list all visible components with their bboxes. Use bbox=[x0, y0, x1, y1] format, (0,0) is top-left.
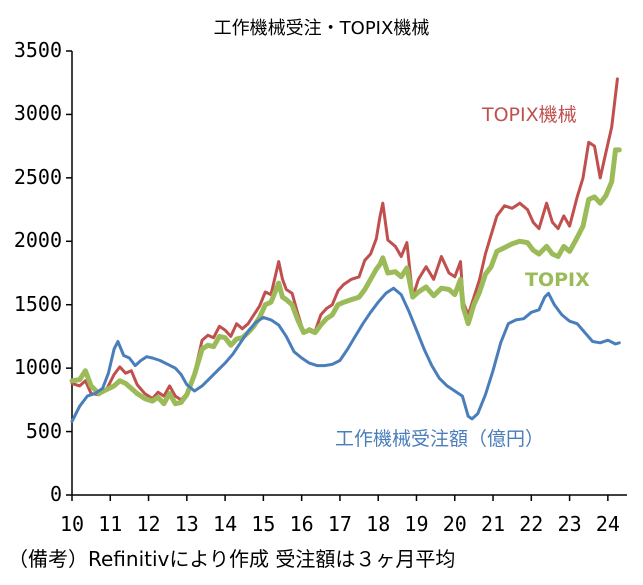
y-tick-label: 1000 bbox=[13, 355, 62, 380]
series-line-0 bbox=[70, 77, 619, 402]
x-tick-label: 24 bbox=[595, 512, 620, 536]
y-tick-label: 3500 bbox=[13, 38, 62, 62]
x-tick-label: 22 bbox=[519, 512, 544, 536]
label-machine-tool-orders: 工作機械受注額（億円） bbox=[335, 428, 545, 450]
x-tick-label: 15 bbox=[251, 512, 276, 536]
label-topix: TOPIX bbox=[525, 269, 590, 291]
chart-title: 工作機械受注・TOPIX機械 bbox=[213, 18, 430, 39]
x-tick-label: 23 bbox=[557, 512, 582, 536]
x-tick-label: 13 bbox=[174, 512, 199, 536]
y-tick-label: 0 bbox=[49, 482, 62, 506]
y-tick-label: 2000 bbox=[13, 228, 62, 253]
x-tick-label: 16 bbox=[289, 512, 314, 536]
x-tick-label: 10 bbox=[59, 512, 85, 536]
label-topix-machinery: TOPIX機械 bbox=[482, 104, 577, 126]
x-tick-label: 20 bbox=[442, 512, 467, 536]
x-tick-label: 17 bbox=[327, 512, 352, 536]
x-tick-label: 21 bbox=[480, 512, 506, 536]
source-note: （備考）Refinitivにより作成 受注額は３ヶ月平均 bbox=[8, 547, 456, 571]
series-line-2 bbox=[70, 286, 621, 423]
y-tick-label: 1500 bbox=[13, 291, 62, 316]
x-tick-label: 12 bbox=[136, 512, 161, 536]
y-tick-label: 500 bbox=[25, 418, 62, 443]
x-tick-label: 19 bbox=[404, 512, 429, 536]
y-tick-label: 2500 bbox=[13, 164, 62, 189]
x-tick-label: 14 bbox=[213, 512, 238, 536]
x-tick-label: 11 bbox=[98, 512, 123, 536]
series-line-1 bbox=[69, 147, 622, 407]
y-tick-label: 3000 bbox=[13, 101, 62, 126]
x-tick-label: 18 bbox=[366, 512, 391, 536]
